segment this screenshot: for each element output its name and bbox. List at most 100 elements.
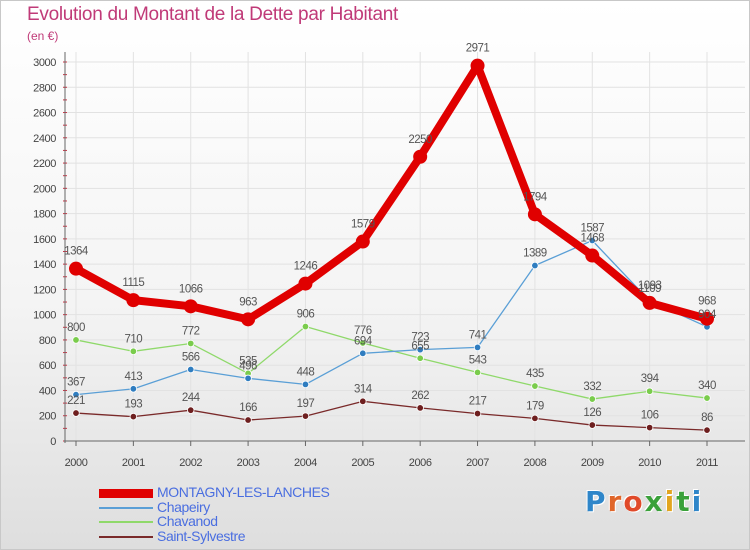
data-label: 314 (354, 383, 373, 395)
data-point (645, 423, 654, 432)
y-tick-label: 200 (39, 411, 56, 423)
data-point (531, 261, 539, 270)
data-label: 1794 (523, 191, 548, 203)
data-point (72, 336, 80, 344)
data-point (703, 426, 711, 434)
data-point (187, 365, 195, 374)
data-point (301, 322, 310, 331)
data-label: 193 (125, 399, 143, 411)
data-point (301, 412, 310, 420)
data-label: 1115 (122, 277, 144, 289)
data-label: 166 (239, 402, 257, 414)
data-label: 566 (182, 351, 200, 363)
data-label: 1364 (64, 246, 89, 258)
legend-label: Chavanod (157, 513, 218, 529)
data-point (69, 261, 83, 276)
data-label: 367 (67, 377, 85, 389)
x-tick-label: 2001 (122, 457, 145, 469)
data-point (470, 58, 485, 73)
data-label: 906 (297, 309, 315, 321)
series-line-2 (75, 325, 708, 400)
data-label: 2250 (408, 134, 432, 146)
x-tick-label: 2006 (409, 457, 432, 469)
series-line-3 (75, 400, 708, 431)
data-point (129, 347, 138, 356)
series-line-1 (75, 239, 708, 396)
data-point (473, 343, 482, 352)
y-tick-label: 1400 (33, 259, 56, 271)
data-point (703, 394, 711, 402)
data-label: 1093 (638, 280, 662, 292)
data-label: 1109 (638, 283, 661, 295)
legend-swatch (99, 535, 153, 538)
y-tick-label: 0 (50, 436, 56, 448)
data-label: 1579 (351, 219, 375, 231)
data-point (298, 276, 313, 291)
data-point (129, 385, 138, 393)
data-point (72, 409, 80, 417)
data-point (129, 412, 138, 421)
data-label: 694 (354, 335, 373, 347)
y-tick-label: 2200 (33, 158, 56, 170)
data-point (413, 149, 428, 164)
data-label: 179 (526, 400, 544, 412)
data-label: 106 (641, 410, 659, 422)
data-point (359, 339, 367, 347)
legend-swatch (99, 506, 153, 509)
data-label: 197 (297, 398, 315, 410)
x-tick-label: 2009 (581, 457, 604, 469)
data-label: 1587 (580, 223, 604, 235)
y-tick-label: 2400 (33, 133, 56, 145)
data-point (588, 236, 596, 245)
data-label: 904 (698, 309, 717, 321)
y-tick-label: 2000 (33, 183, 56, 195)
data-label: 741 (469, 329, 487, 341)
data-point (473, 368, 482, 377)
data-point (642, 295, 657, 310)
data-label: 126 (583, 407, 601, 419)
data-label: 394 (641, 373, 660, 385)
data-point (183, 299, 198, 314)
data-point (588, 395, 596, 403)
x-tick-label: 2003 (237, 457, 260, 469)
data-label: 435 (526, 368, 544, 380)
data-point (244, 374, 252, 383)
data-point (645, 387, 654, 395)
y-tick-label: 1800 (33, 209, 56, 221)
y-tick-label: 800 (39, 335, 56, 347)
data-label: 710 (125, 333, 143, 345)
data-point (187, 406, 195, 414)
chart-subtitle: (en €) (27, 29, 59, 43)
data-point (416, 354, 424, 362)
data-label: 1468 (580, 233, 604, 245)
y-tick-label: 1000 (33, 310, 56, 322)
data-label: 496 (239, 360, 257, 372)
data-point (473, 409, 482, 418)
y-tick-label: 3000 (33, 57, 56, 69)
y-tick-label: 2800 (33, 82, 56, 94)
data-label: 1389 (523, 248, 547, 260)
x-tick-label: 2000 (65, 457, 88, 469)
x-tick-label: 2008 (523, 457, 546, 469)
data-point (359, 397, 367, 406)
x-tick-label: 2004 (294, 457, 317, 469)
data-point (527, 207, 542, 222)
legend-label: MONTAGNY-LES-LANCHES (157, 484, 330, 500)
series-line-0 (72, 61, 711, 324)
legend-swatch (99, 521, 153, 524)
x-tick-label: 2010 (638, 457, 661, 469)
data-label: 413 (125, 371, 143, 383)
data-label: 2971 (466, 43, 490, 55)
y-tick-label: 400 (39, 385, 56, 397)
proxiti-logo: Proxiti (585, 485, 704, 518)
chart-title: Evolution du Montant de la Dette par Hab… (27, 4, 398, 25)
data-label: 535 (239, 355, 257, 367)
data-point (416, 404, 424, 412)
data-point (301, 380, 310, 389)
data-label: 244 (182, 392, 201, 404)
data-label: 800 (67, 322, 85, 334)
data-label: 217 (469, 396, 487, 408)
data-point (187, 339, 195, 348)
data-label: 340 (698, 380, 716, 392)
